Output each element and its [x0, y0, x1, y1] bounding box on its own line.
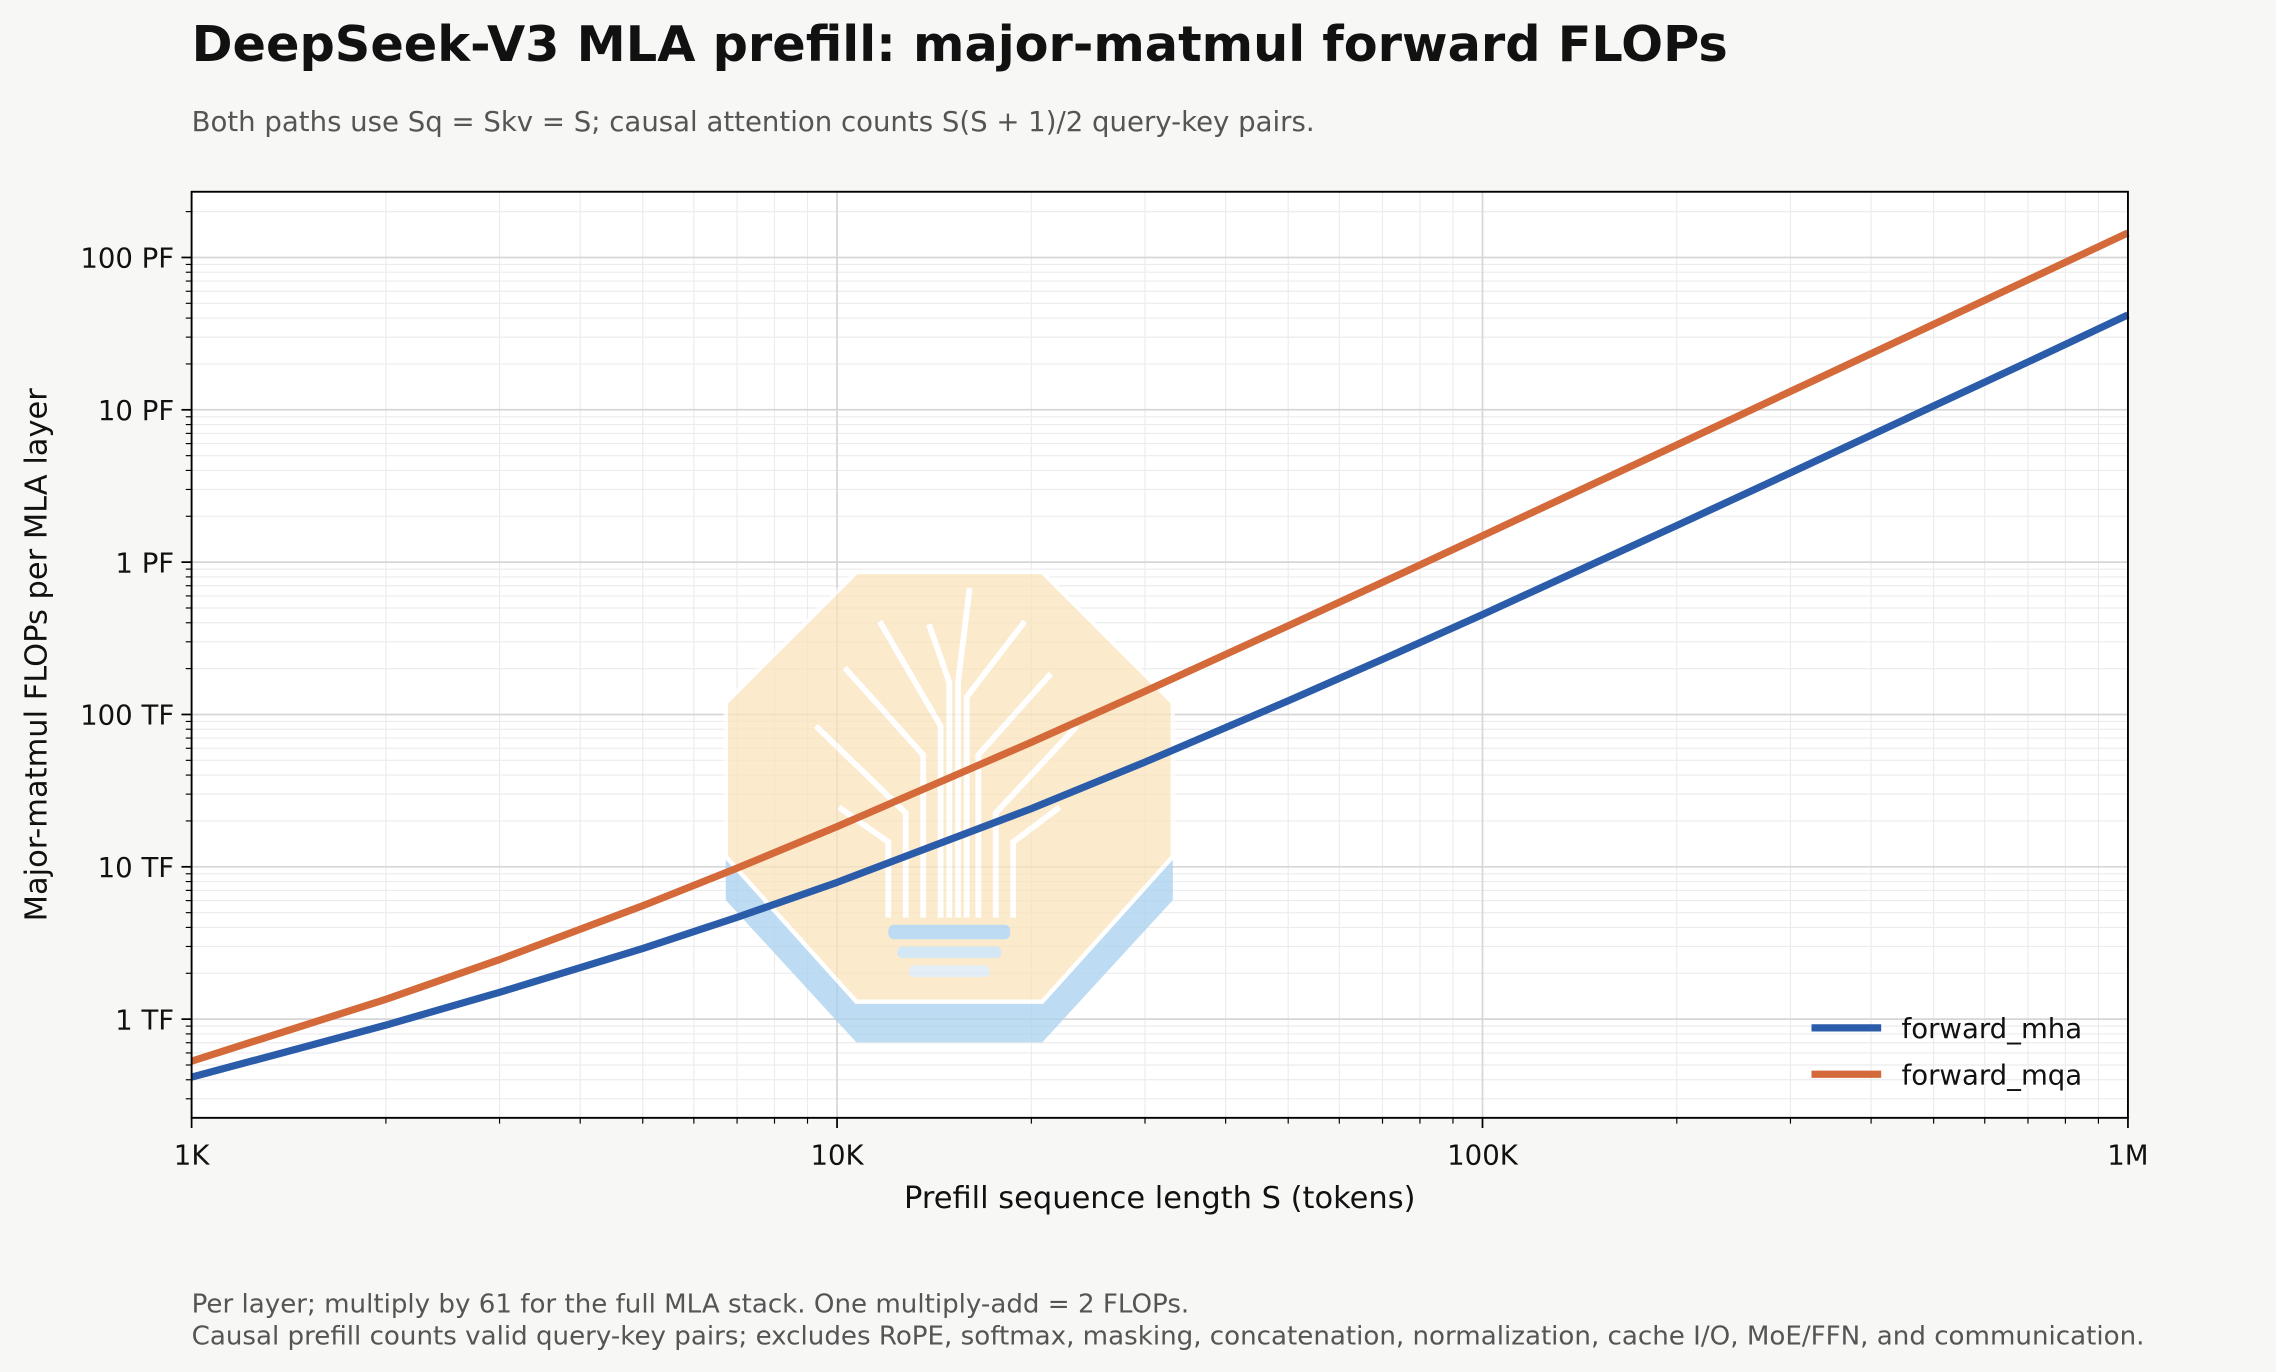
plot-frame: [190, 190, 2129, 1119]
y-tick-label: 100 TF: [80, 699, 174, 732]
watermark-base: [897, 946, 1002, 959]
lines: [190, 229, 2130, 1081]
watermark: [723, 569, 1176, 1043]
watermark-base: [908, 965, 990, 978]
footnote: Causal prefill counts valid query-key pa…: [192, 1321, 2145, 1351]
y-tick-label: 10 PF: [98, 394, 174, 427]
x-tick-label: 1M: [2107, 1138, 2148, 1171]
chart-title: DeepSeek-V3 MLA prefill: major-matmul fo…: [192, 15, 1728, 73]
y-tick-label: 10 TF: [98, 851, 175, 884]
plot-area: [191, 191, 2128, 1118]
x-axis-label: Prefill sequence length S (tokens): [904, 1181, 1415, 1216]
series-line: [190, 311, 2130, 1081]
chart-subtitle: Both paths use Sq = Skv = S; causal atte…: [192, 105, 1315, 138]
y-axis-label: Major-matmul FLOPs per MLA layer: [19, 388, 54, 922]
footnote: Per layer; multiply by 61 for the full M…: [192, 1289, 1190, 1319]
x-tick-label: 1K: [174, 1138, 211, 1171]
x-tick-label: 100K: [1447, 1138, 1519, 1171]
x-tick-label: 10K: [810, 1138, 864, 1171]
series-line: [190, 229, 2130, 1065]
watermark-tree: [813, 587, 1080, 918]
legend-label: forward_mqa: [1902, 1058, 2083, 1091]
y-tick-label: 100 PF: [80, 242, 174, 275]
legend-label: forward_mha: [1902, 1012, 2083, 1045]
watermark-base: [888, 924, 1011, 940]
y-tick-label: 1 PF: [115, 546, 174, 579]
y-tick-label: 1 TF: [115, 1003, 174, 1036]
grid: [190, 191, 2129, 1118]
